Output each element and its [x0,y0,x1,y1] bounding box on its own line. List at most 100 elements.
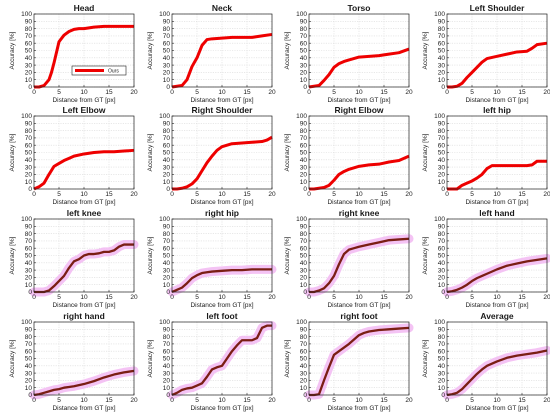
y-tick-label: 100 [296,113,307,120]
y-tick-label: 50 [25,253,33,260]
subplot-title: right foot [340,311,377,321]
x-tick-label: 5 [332,397,336,404]
y-axis-label: Accuracy [%] [9,133,16,171]
y-tick-label: 60 [300,245,308,252]
y-tick-label: 20 [438,275,446,282]
x-tick-label: 10 [80,89,88,96]
y-tick-label: 30 [300,267,308,274]
y-tick-label: 10 [25,282,33,289]
subplot-title: Average [480,311,514,321]
series-line [309,154,410,191]
x-tick-label: 10 [218,89,226,96]
y-tick-label: 10 [300,282,308,289]
y-tick-label: 20 [300,172,308,179]
x-tick-label: 15 [243,397,251,404]
subplot-title: left hip [483,105,511,115]
x-tick-label: 20 [268,397,276,404]
y-tick-label: 100 [159,216,170,223]
y-tick-label: 0 [441,289,445,296]
y-tick-label: 70 [163,135,171,142]
x-tick-label: 5 [470,294,474,301]
x-tick-label: 10 [218,294,226,301]
y-tick-label: 80 [438,26,446,33]
y-axis-label: Accuracy [%] [422,339,429,377]
x-tick-label: 10 [493,294,501,301]
x-tick-label: 5 [470,89,474,96]
y-tick-label: 20 [163,275,171,282]
x-tick-label: 20 [405,89,413,96]
subplot-title: right hand [63,311,105,321]
x-tick-label: 5 [57,294,61,301]
x-tick-label: 10 [493,191,501,198]
y-tick-label: 50 [300,150,308,157]
x-tick-label: 0 [170,397,174,404]
y-tick-label: 90 [25,224,33,231]
y-tick-label: 80 [438,128,446,135]
x-tick-label: 10 [493,397,501,404]
x-tick-label: 5 [332,191,336,198]
y-tick-label: 100 [296,216,307,223]
y-tick-label: 0 [166,84,170,91]
x-tick-label: 5 [470,191,474,198]
y-tick-label: 0 [303,84,307,91]
x-tick-label: 0 [32,191,36,198]
y-tick-label: 100 [21,319,32,326]
x-tick-label: 20 [405,191,413,198]
y-tick-label: 20 [25,378,33,385]
y-tick-label: 80 [25,334,33,341]
y-tick-label: 50 [300,253,308,260]
y-tick-label: 100 [434,216,445,223]
y-tick-label: 100 [159,113,170,120]
y-tick-label: 10 [163,282,171,289]
y-tick-label: 70 [25,341,33,348]
y-tick-label: 10 [25,77,33,84]
y-tick-label: 60 [300,40,308,47]
x-tick-label: 0 [170,191,174,198]
x-tick-label: 15 [243,191,251,198]
x-axis-label: Distance from GT [px] [327,97,390,104]
y-tick-label: 40 [163,157,171,164]
y-tick-label: 70 [438,33,446,40]
y-tick-label: 40 [25,157,33,164]
y-tick-label: 100 [296,11,307,18]
y-tick-label: 70 [300,341,308,348]
y-tick-label: 90 [438,19,446,26]
y-tick-label: 30 [25,62,33,69]
x-tick-label: 15 [518,294,526,301]
y-tick-label: 0 [166,392,170,399]
subplot-title: Neck [212,3,233,13]
x-tick-label: 10 [355,294,363,301]
y-tick-label: 20 [25,70,33,77]
y-tick-label: 30 [163,370,171,377]
y-tick-label: 40 [25,363,33,370]
x-tick-label: 10 [218,397,226,404]
x-tick-label: 15 [243,294,251,301]
y-tick-label: 40 [163,363,171,370]
y-axis-label: Accuracy [%] [9,31,16,69]
y-tick-label: 100 [21,11,32,18]
y-tick-label: 50 [300,356,308,363]
y-tick-label: 20 [163,172,171,179]
y-tick-label: 10 [163,179,171,186]
x-axis-label: Distance from GT [px] [52,302,115,309]
subplot-title: Head [74,3,95,13]
y-tick-label: 80 [25,231,33,238]
x-tick-label: 5 [195,294,199,301]
y-tick-label: 90 [300,224,308,231]
x-tick-label: 15 [518,397,526,404]
y-tick-label: 10 [438,179,446,186]
y-tick-label: 30 [25,164,33,171]
x-tick-label: 0 [32,397,36,404]
y-tick-label: 60 [25,40,33,47]
y-tick-label: 10 [25,179,33,186]
y-tick-label: 10 [163,77,171,84]
series-line [34,24,134,89]
y-tick-label: 40 [163,260,171,267]
y-tick-label: 40 [25,260,33,267]
x-tick-label: 20 [543,89,550,96]
y-tick-label: 50 [438,356,446,363]
